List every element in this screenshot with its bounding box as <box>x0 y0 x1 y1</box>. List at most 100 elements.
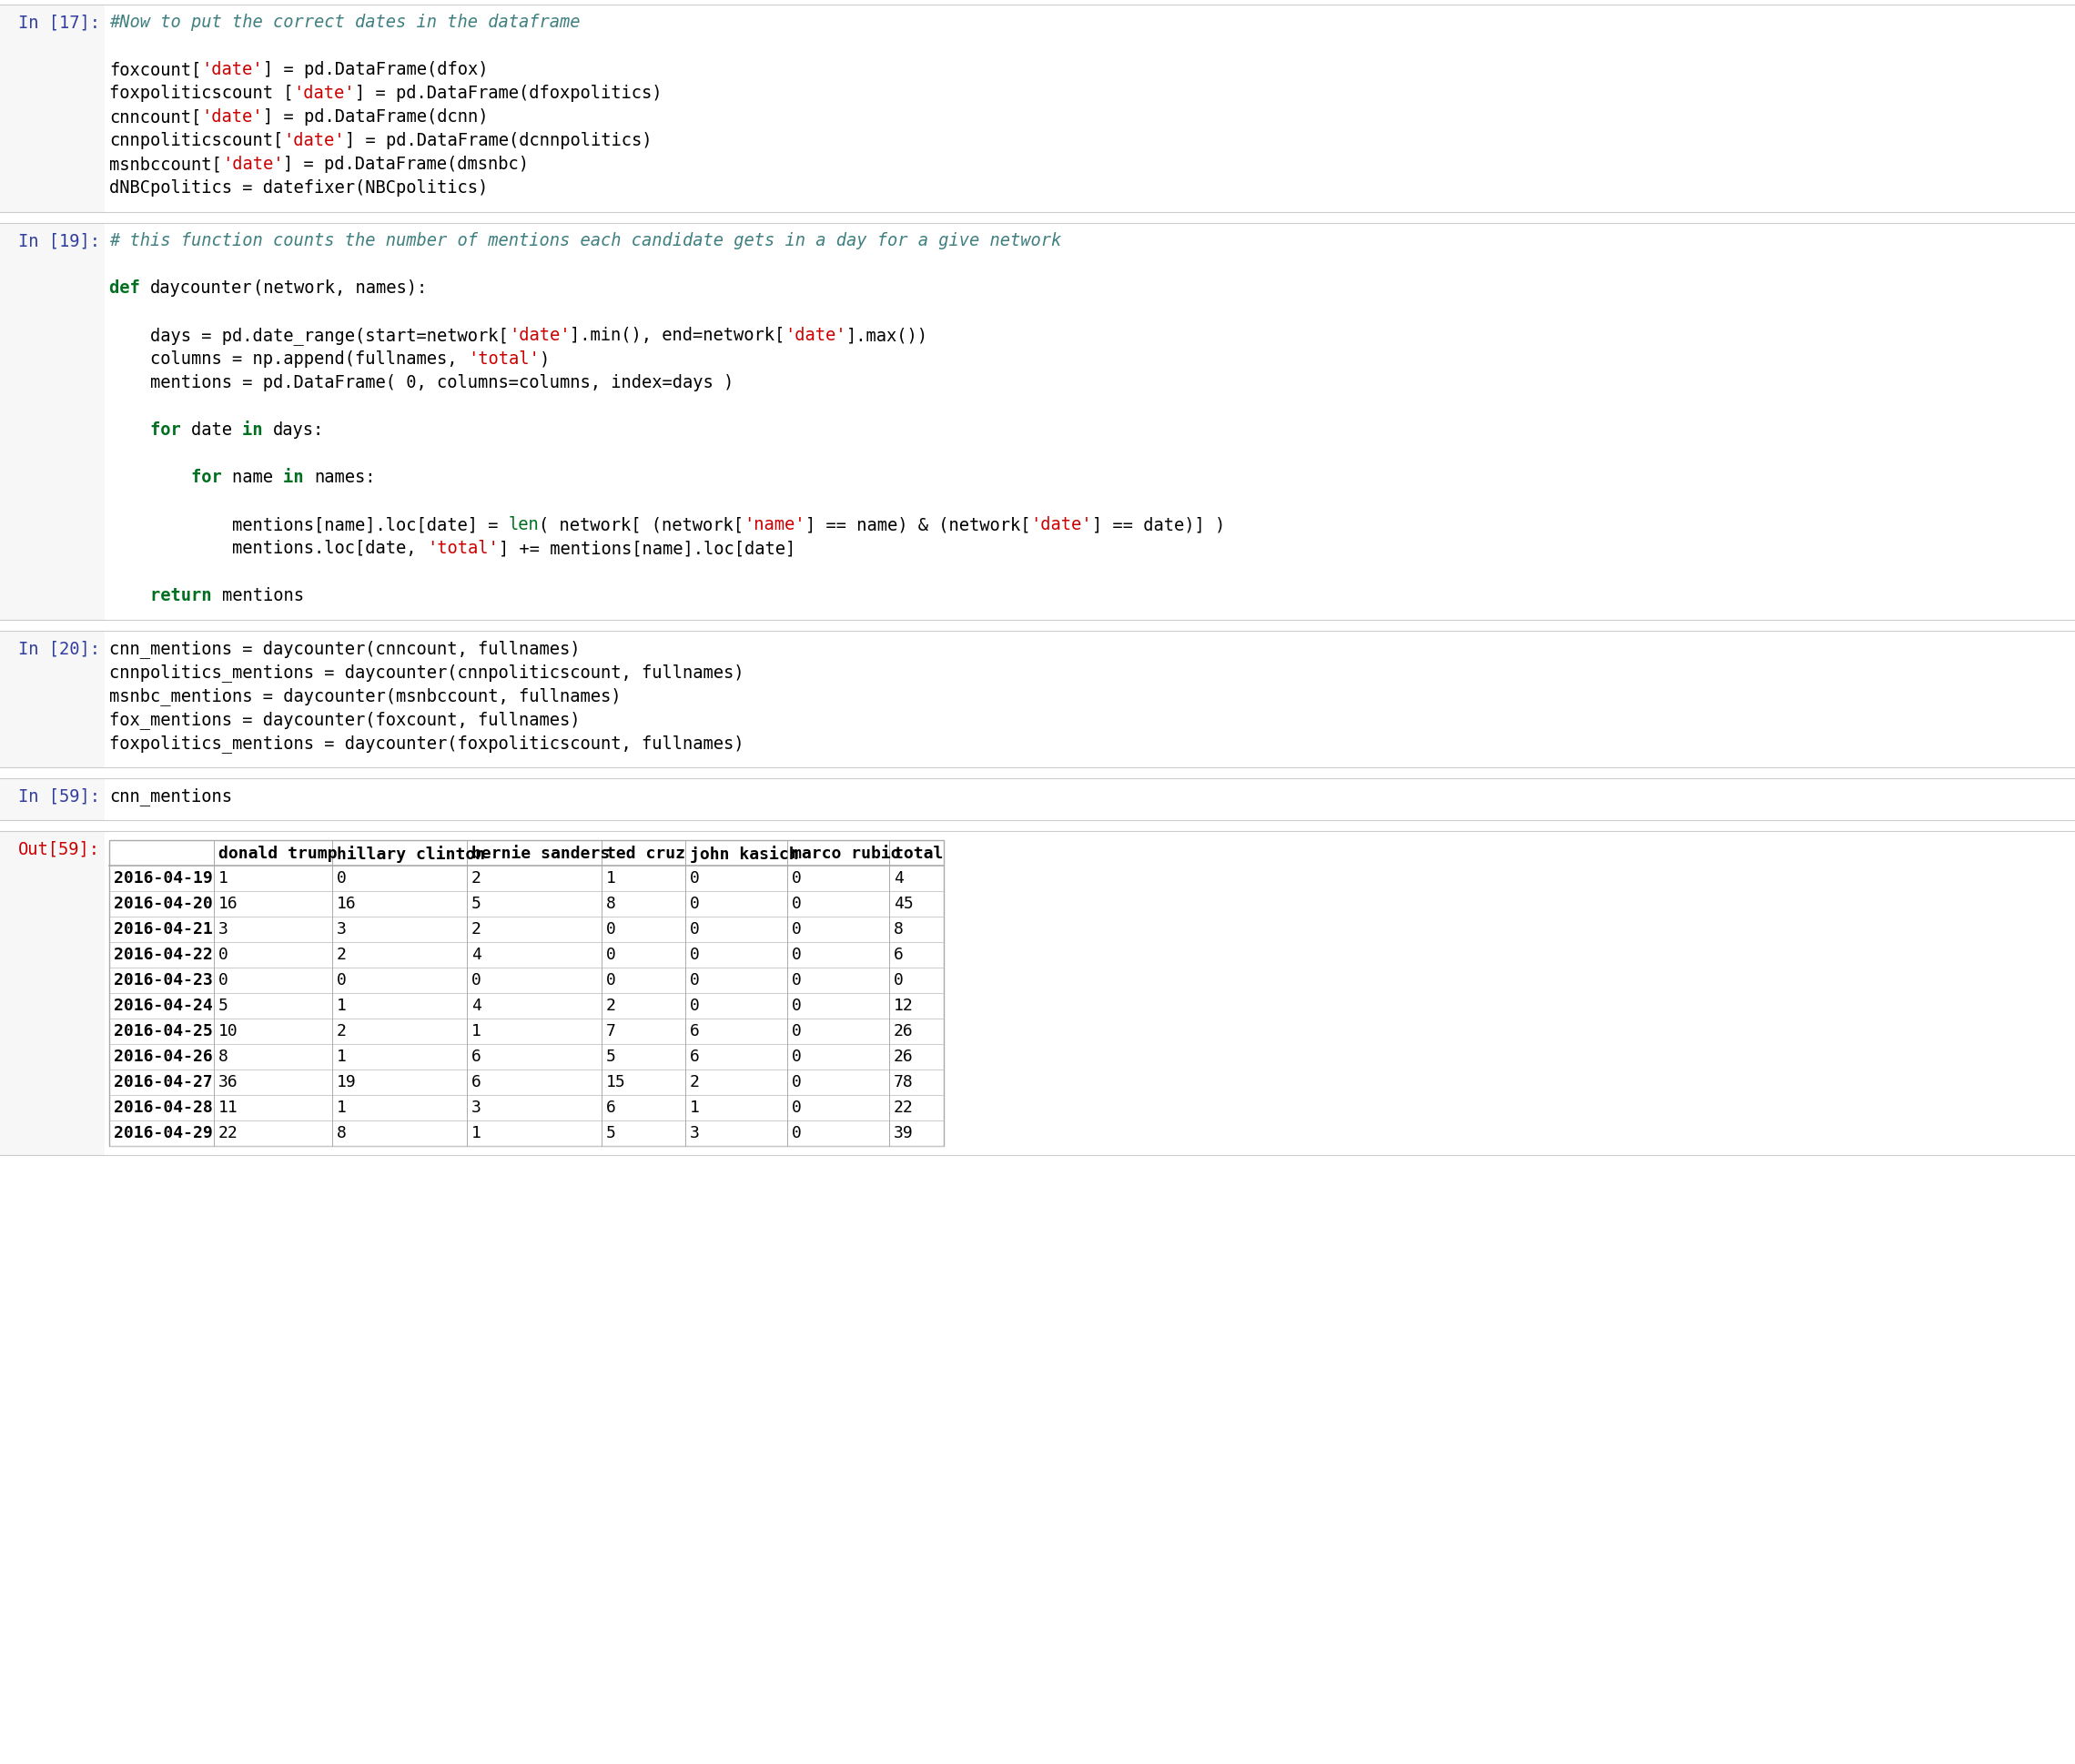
Text: mentions[name].loc[date] =: mentions[name].loc[date] = <box>110 517 508 533</box>
Text: cnncount[: cnncount[ <box>110 108 201 125</box>
Text: 2016-04-24: 2016-04-24 <box>114 998 214 1014</box>
Text: 0: 0 <box>689 972 699 988</box>
Text: for: for <box>191 469 232 487</box>
Text: # this function counts the number of mentions each candidate gets in a day for a: # this function counts the number of men… <box>110 233 1062 249</box>
Text: cnnpoliticscount[: cnnpoliticscount[ <box>110 132 284 150</box>
Text: In [19]:: In [19]: <box>19 233 100 249</box>
Bar <box>110 1044 944 1069</box>
Text: mentions = pd.DataFrame( 0, columns=columns, index=days ): mentions = pd.DataFrame( 0, columns=colu… <box>110 374 735 392</box>
Text: 11: 11 <box>218 1099 239 1117</box>
Bar <box>110 1018 944 1044</box>
Text: 2016-04-27: 2016-04-27 <box>114 1074 214 1090</box>
Text: 8: 8 <box>606 896 616 912</box>
Text: ] += mentions[name].loc[date]: ] += mentions[name].loc[date] <box>498 540 795 557</box>
Text: ): ) <box>540 351 550 367</box>
Text: 5: 5 <box>606 1048 616 1065</box>
Text: 0: 0 <box>793 972 801 988</box>
Text: mentions: mentions <box>222 587 303 605</box>
Text: date: date <box>191 422 243 439</box>
Bar <box>0 5 104 212</box>
Text: john kasich: john kasich <box>689 845 799 863</box>
Text: 26: 26 <box>894 1023 913 1039</box>
Text: 0: 0 <box>793 998 801 1014</box>
Text: 26: 26 <box>894 1048 913 1065</box>
Text: 4: 4 <box>894 870 903 887</box>
Text: msnbccount[: msnbccount[ <box>110 155 222 173</box>
Text: 2: 2 <box>471 870 481 887</box>
Text: 0: 0 <box>793 921 801 937</box>
Text: cnn_mentions: cnn_mentions <box>110 787 232 806</box>
Text: len: len <box>508 517 540 533</box>
Bar <box>104 5 2075 212</box>
Text: In [59]:: In [59]: <box>19 787 100 804</box>
Text: 'date': 'date' <box>1031 517 1091 533</box>
Text: 12: 12 <box>894 998 913 1014</box>
Text: def: def <box>110 279 149 296</box>
Text: 0: 0 <box>793 1125 801 1141</box>
Bar <box>110 840 944 866</box>
Text: 45: 45 <box>894 896 913 912</box>
Text: 3: 3 <box>689 1125 699 1141</box>
Text: 7: 7 <box>606 1023 616 1039</box>
Text: (network, names):: (network, names): <box>253 279 427 296</box>
Text: 1: 1 <box>471 1023 481 1039</box>
Text: 2016-04-22: 2016-04-22 <box>114 947 214 963</box>
Text: foxpolitics_mentions = daycounter(foxpoliticscount, fullnames): foxpolitics_mentions = daycounter(foxpol… <box>110 734 745 753</box>
Text: 22: 22 <box>218 1125 239 1141</box>
Text: 0: 0 <box>606 947 616 963</box>
Text: in: in <box>284 469 313 487</box>
Text: ( network[ (network[: ( network[ (network[ <box>540 517 745 533</box>
Text: 39: 39 <box>894 1125 913 1141</box>
Text: 36: 36 <box>218 1074 239 1090</box>
Text: 10: 10 <box>218 1023 239 1039</box>
Text: 'total': 'total' <box>467 351 540 367</box>
Text: foxpoliticscount [: foxpoliticscount [ <box>110 85 293 102</box>
Text: 'date': 'date' <box>784 326 847 344</box>
Text: 5: 5 <box>218 998 228 1014</box>
Text: In [20]:: In [20]: <box>19 640 100 658</box>
Text: 0: 0 <box>689 921 699 937</box>
Text: 3: 3 <box>218 921 228 937</box>
Bar <box>104 831 2075 1155</box>
Text: In [17]:: In [17]: <box>19 14 100 32</box>
Text: 78: 78 <box>894 1074 913 1090</box>
Text: msnbc_mentions = daycounter(msnbccount, fullnames): msnbc_mentions = daycounter(msnbccount, … <box>110 688 620 706</box>
Text: 2016-04-19: 2016-04-19 <box>114 870 214 887</box>
Text: dNBCpolitics = datefixer(NBCpolitics): dNBCpolitics = datefixer(NBCpolitics) <box>110 180 488 196</box>
Text: 22: 22 <box>894 1099 913 1117</box>
Bar <box>104 632 2075 767</box>
Text: 8: 8 <box>218 1048 228 1065</box>
Text: 'date': 'date' <box>293 85 355 102</box>
Bar <box>110 917 944 942</box>
Text: 2016-04-25: 2016-04-25 <box>114 1023 214 1039</box>
Text: 0: 0 <box>606 921 616 937</box>
Text: 3: 3 <box>471 1099 481 1117</box>
Text: fox_mentions = daycounter(foxcount, fullnames): fox_mentions = daycounter(foxcount, full… <box>110 711 581 729</box>
Text: 3: 3 <box>336 921 347 937</box>
Text: donald trump: donald trump <box>218 845 336 863</box>
Text: for: for <box>149 422 191 439</box>
Text: 2016-04-28: 2016-04-28 <box>114 1099 214 1117</box>
Text: 0: 0 <box>336 870 347 887</box>
Text: 1: 1 <box>471 1125 481 1141</box>
Text: in: in <box>243 422 274 439</box>
Text: 8: 8 <box>336 1125 347 1141</box>
Bar <box>110 1120 944 1147</box>
Bar <box>104 222 2075 619</box>
Bar <box>110 942 944 968</box>
Text: 6: 6 <box>606 1099 616 1117</box>
Text: 1: 1 <box>689 1099 699 1117</box>
Text: 0: 0 <box>689 947 699 963</box>
Text: 6: 6 <box>471 1074 481 1090</box>
Bar <box>0 778 104 820</box>
Text: total: total <box>894 845 944 863</box>
Text: mentions.loc[date,: mentions.loc[date, <box>110 540 427 557</box>
Text: 0: 0 <box>793 870 801 887</box>
Text: 1: 1 <box>336 1099 347 1117</box>
Text: 2016-04-20: 2016-04-20 <box>114 896 214 912</box>
Text: 1: 1 <box>336 998 347 1014</box>
Bar <box>110 993 944 1018</box>
Text: hillary clinton: hillary clinton <box>336 845 486 863</box>
Text: 0: 0 <box>218 972 228 988</box>
Text: ] = pd.DataFrame(dmsnbc): ] = pd.DataFrame(dmsnbc) <box>284 155 529 173</box>
